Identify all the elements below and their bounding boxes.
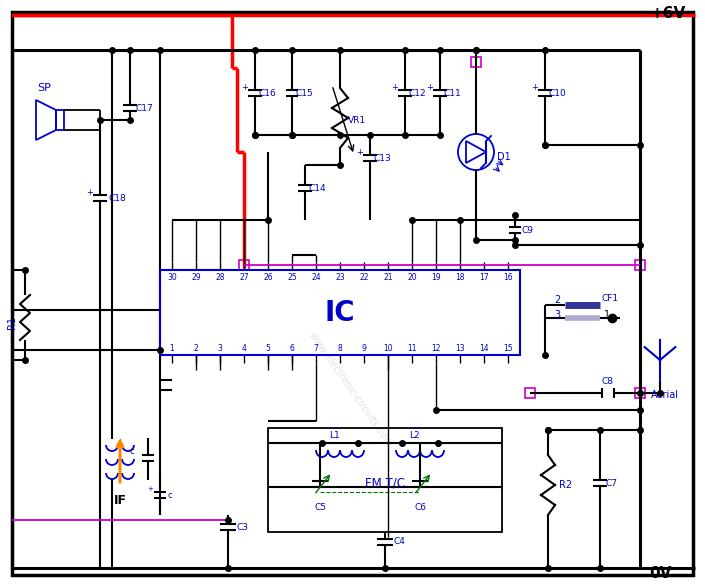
Text: 21: 21 (384, 272, 393, 282)
Text: C11: C11 (443, 89, 461, 97)
Text: 5: 5 (266, 343, 271, 353)
Text: +: + (532, 83, 539, 92)
Text: VR1: VR1 (348, 116, 366, 124)
Text: Aerial: Aerial (651, 390, 679, 400)
Text: c: c (130, 447, 135, 457)
Text: 3: 3 (218, 343, 223, 353)
Text: 30: 30 (167, 272, 177, 282)
Text: 26: 26 (263, 272, 273, 282)
Text: 3: 3 (554, 310, 560, 320)
Text: 27: 27 (239, 272, 249, 282)
Text: C4: C4 (393, 538, 405, 546)
Text: C7: C7 (606, 478, 618, 487)
Text: FM T/C: FM T/C (365, 477, 405, 490)
Text: 19: 19 (431, 272, 441, 282)
Text: C10: C10 (548, 89, 566, 97)
Text: R1: R1 (7, 315, 17, 329)
Text: 15: 15 (503, 343, 513, 353)
Text: 17: 17 (479, 272, 489, 282)
Text: 24: 24 (311, 272, 321, 282)
Text: 0V: 0V (649, 566, 671, 582)
Text: C9: C9 (521, 225, 533, 234)
Text: 7: 7 (314, 343, 319, 353)
Text: C15: C15 (295, 89, 313, 97)
Text: C6: C6 (414, 502, 426, 511)
Text: 1: 1 (604, 310, 610, 320)
Text: 1: 1 (170, 343, 174, 353)
Text: 18: 18 (455, 272, 465, 282)
Text: IC: IC (325, 299, 355, 326)
Text: +: + (87, 187, 94, 197)
Text: 12: 12 (431, 343, 441, 353)
Text: C17: C17 (135, 103, 153, 113)
Text: 6: 6 (290, 343, 295, 353)
Text: +6V: +6V (651, 5, 686, 21)
Text: L2: L2 (409, 431, 419, 440)
Text: c: c (168, 491, 172, 500)
Text: www.electronic-circuits.com: www.electronic-circuits.com (307, 330, 393, 449)
Text: 10: 10 (384, 343, 393, 353)
Text: 2: 2 (194, 343, 198, 353)
Text: IF: IF (114, 494, 126, 507)
Text: +: + (357, 147, 364, 157)
Text: D1: D1 (497, 152, 511, 162)
Text: 2: 2 (554, 295, 560, 305)
Text: +: + (242, 83, 248, 92)
Text: 29: 29 (191, 272, 201, 282)
Text: 22: 22 (360, 272, 369, 282)
Text: C13: C13 (373, 153, 391, 163)
Text: 11: 11 (407, 343, 417, 353)
Text: C18: C18 (108, 194, 126, 203)
Text: 13: 13 (455, 343, 465, 353)
Text: +: + (147, 486, 153, 492)
Text: 23: 23 (335, 272, 345, 282)
Text: C3: C3 (236, 522, 248, 531)
Text: CF1: CF1 (601, 294, 618, 302)
Text: 9: 9 (362, 343, 367, 353)
Text: 20: 20 (407, 272, 417, 282)
Text: R2: R2 (560, 480, 572, 490)
Text: SP: SP (37, 83, 51, 93)
Text: 8: 8 (338, 343, 343, 353)
Text: 14: 14 (479, 343, 489, 353)
Text: 25: 25 (287, 272, 297, 282)
Text: C14: C14 (308, 184, 326, 193)
Text: C16: C16 (258, 89, 276, 97)
Text: C5: C5 (314, 502, 326, 511)
Text: L1: L1 (329, 431, 339, 440)
Text: 28: 28 (215, 272, 225, 282)
Text: +: + (391, 83, 398, 92)
Text: C12: C12 (408, 89, 426, 97)
Text: C8: C8 (602, 376, 614, 386)
Text: +: + (427, 83, 434, 92)
Text: 16: 16 (503, 272, 513, 282)
Text: 4: 4 (242, 343, 247, 353)
